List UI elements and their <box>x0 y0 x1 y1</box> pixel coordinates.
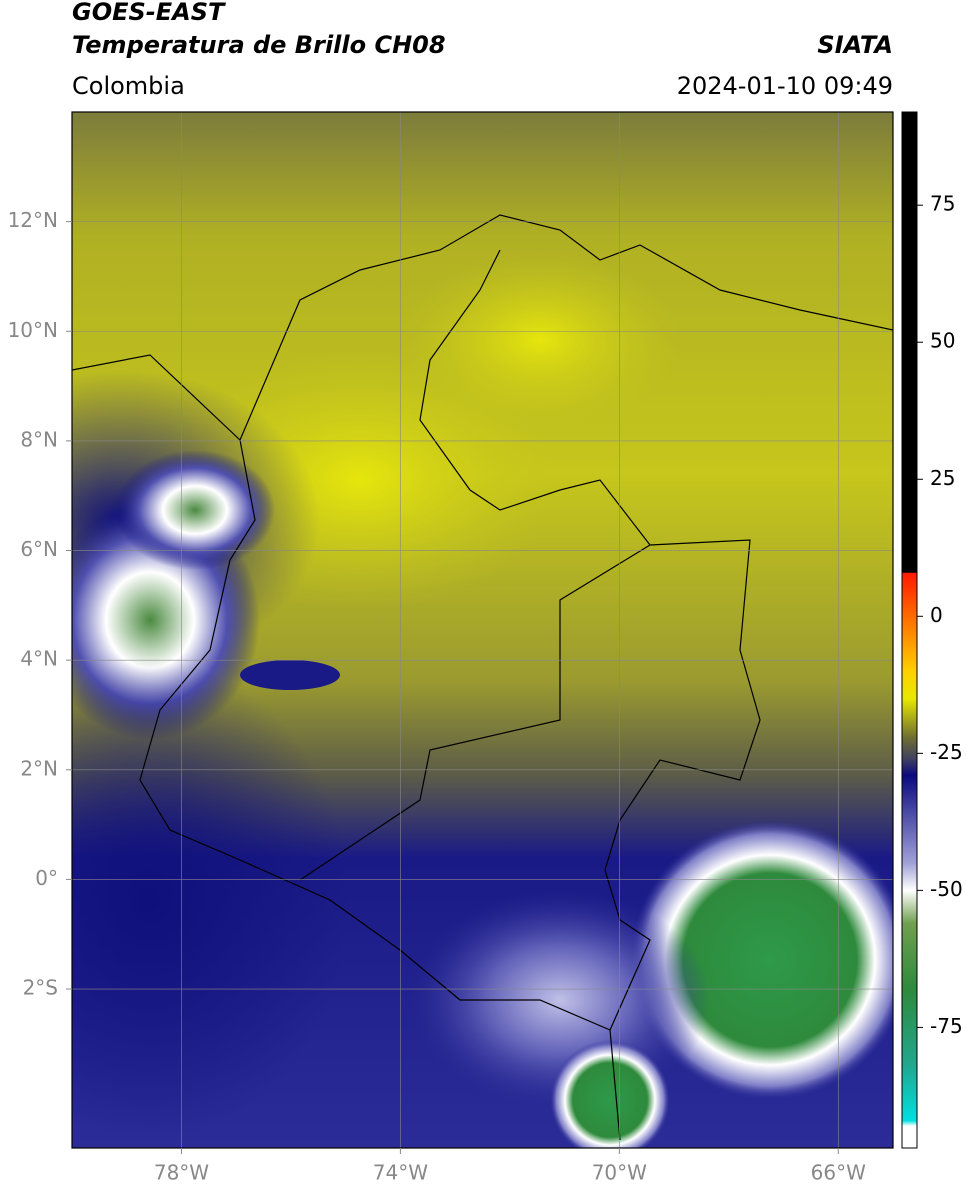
colorbar <box>901 111 918 1149</box>
y-tick-label: 4°N <box>20 647 58 671</box>
x-tick-label: 70°W <box>592 1161 647 1185</box>
colorbar-tick-label: 50 <box>930 329 955 353</box>
colorbar-tick-label: 75 <box>930 192 955 216</box>
title: GOES-EAST <box>72 0 226 26</box>
source: SIATA <box>817 31 893 59</box>
colorbar-tick-label: -75 <box>930 1014 963 1038</box>
y-tick-label: 0° <box>35 866 58 890</box>
imagery <box>72 112 893 1148</box>
x-tick-label: 74°W <box>373 1161 428 1185</box>
colorbar-tick-label: 25 <box>930 466 955 490</box>
x-tick-label: 78°W <box>154 1161 209 1185</box>
colorbar-tick-label: -50 <box>930 877 963 901</box>
colorbar-tick-label: 0 <box>930 603 943 627</box>
y-tick-label: 2°S <box>23 976 58 1000</box>
y-tick-label: 6°N <box>20 537 58 561</box>
y-tick-label: 2°N <box>20 756 58 780</box>
subtitle: Temperatura de Brillo CH08 <box>72 31 446 59</box>
region: Colombia <box>72 72 185 100</box>
x-tick-label: 66°W <box>811 1161 866 1185</box>
map-frame <box>71 111 894 1149</box>
y-tick-label: 10°N <box>8 318 58 342</box>
datetime: 2024-01-10 09:49 <box>677 72 893 100</box>
y-tick-label: 8°N <box>20 427 58 451</box>
y-tick-label: 12°N <box>8 208 58 232</box>
colorbar-tick-label: -25 <box>930 740 963 764</box>
